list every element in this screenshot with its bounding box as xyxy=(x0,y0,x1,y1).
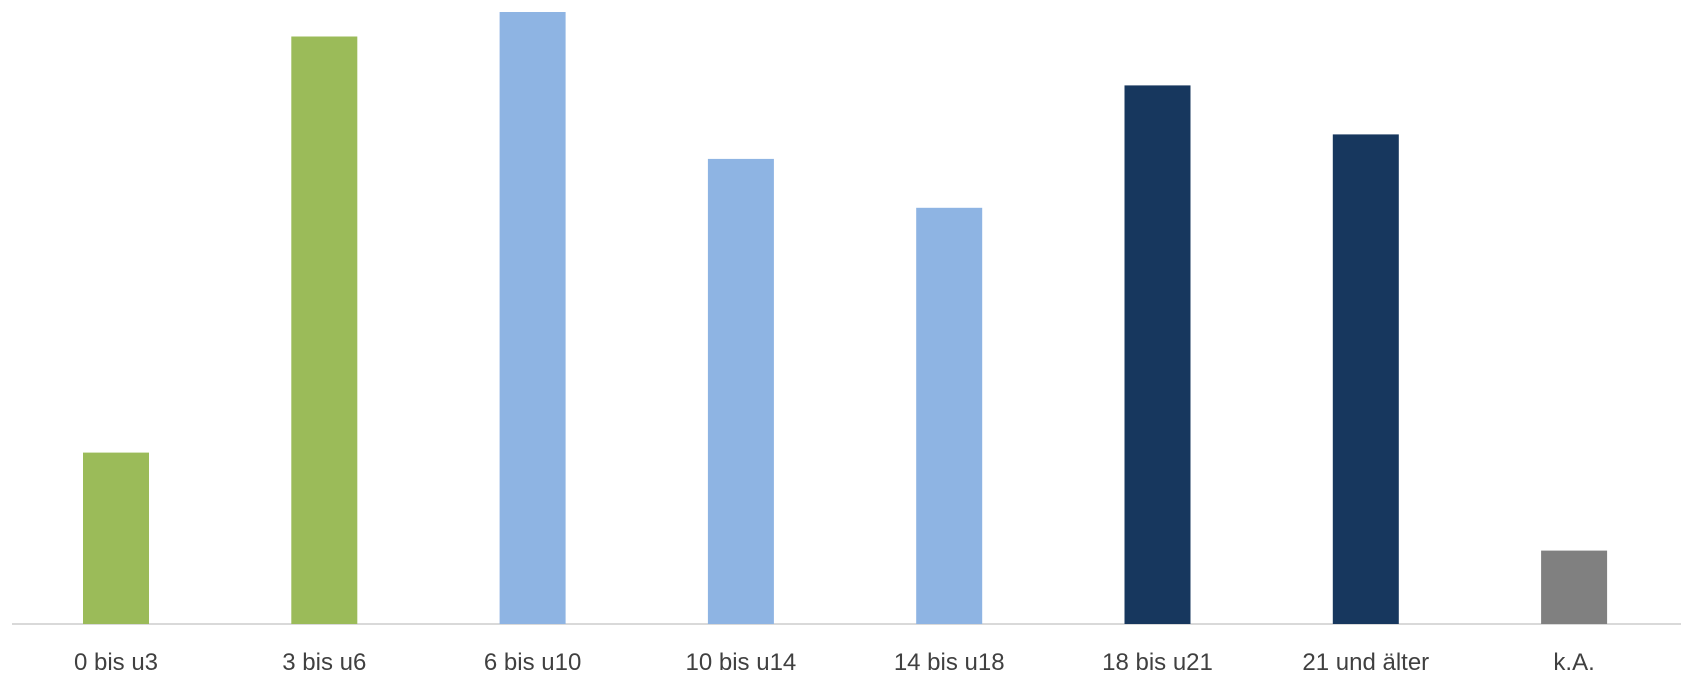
x-tick-label: k.A. xyxy=(1553,649,1594,676)
x-tick-label: 0 bis u3 xyxy=(74,649,158,676)
bar-7 xyxy=(1541,550,1608,624)
bar-2 xyxy=(499,12,566,624)
x-tick-label: 14 bis u18 xyxy=(894,649,1005,676)
bars-group xyxy=(83,12,1608,625)
x-tick-label: 21 und älter xyxy=(1302,649,1429,676)
bar-1 xyxy=(291,36,358,624)
x-tick-label: 10 bis u14 xyxy=(686,649,797,676)
bar-3 xyxy=(707,158,774,624)
x-tick-label: 6 bis u10 xyxy=(484,649,581,676)
bar-4 xyxy=(916,207,983,625)
bar-0 xyxy=(83,452,149,624)
bar-5 xyxy=(1124,85,1191,624)
x-tick-label: 18 bis u21 xyxy=(1102,649,1213,676)
bar-6 xyxy=(1332,134,1399,624)
tick-labels-group: 0 bis u3 3 bis u6 6 bis u10 10 bis u14 14 bi… xyxy=(74,649,1595,676)
x-tick-label: 3 bis u6 xyxy=(282,649,366,676)
